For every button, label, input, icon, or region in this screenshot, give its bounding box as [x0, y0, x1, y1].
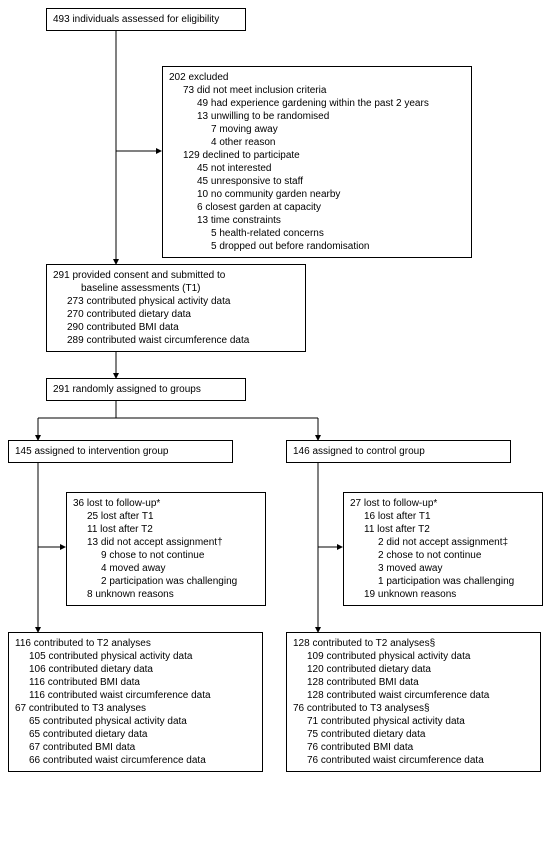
flow-text: 4 moved away: [101, 562, 259, 575]
flow-text: 19 unknown reasons: [364, 588, 536, 601]
flow-text: 1 participation was challenging: [378, 575, 536, 588]
flow-box-b5: 145 assigned to intervention group: [8, 440, 233, 463]
flow-text: 25 lost after T1: [87, 510, 259, 523]
flow-text: 2 chose to not continue: [378, 549, 536, 562]
flow-text: 128 contributed to T2 analyses§: [293, 637, 534, 650]
flow-text: 493 individuals assessed for eligibility: [53, 13, 239, 26]
flow-text: 9 chose to not continue: [101, 549, 259, 562]
flow-text: 106 contributed dietary data: [29, 663, 256, 676]
flow-text: 36 lost to follow-up*: [73, 497, 259, 510]
flow-text: 291 randomly assigned to groups: [53, 383, 239, 396]
flow-text: 7 moving away: [211, 123, 465, 136]
flow-text: 76 contributed to T3 analyses§: [293, 702, 534, 715]
flow-text: 5 health-related concerns: [211, 227, 465, 240]
flow-text: 75 contributed dietary data: [307, 728, 534, 741]
flow-text: 105 contributed physical activity data: [29, 650, 256, 663]
flow-box-b6: 146 assigned to control group: [286, 440, 511, 463]
flow-box-b2: 202 excluded73 did not meet inclusion cr…: [162, 66, 472, 258]
flow-text: 129 declined to participate: [183, 149, 465, 162]
flow-text: 116 contributed waist circumference data: [29, 689, 256, 702]
flow-text: 290 contributed BMI data: [67, 321, 299, 334]
flow-text: 76 contributed waist circumference data: [307, 754, 534, 767]
flow-text: 67 contributed to T3 analyses: [15, 702, 256, 715]
flowchart-container: 493 individuals assessed for eligibility…: [8, 8, 543, 846]
flow-text: 27 lost to follow-up*: [350, 497, 536, 510]
flow-text: 145 assigned to intervention group: [15, 445, 226, 458]
flow-text: 116 contributed to T2 analyses: [15, 637, 256, 650]
flow-text: 66 contributed waist circumference data: [29, 754, 256, 767]
flow-text: 73 did not meet inclusion criteria: [183, 84, 465, 97]
flow-text: 5 dropped out before randomisation: [211, 240, 465, 253]
flow-text: 45 not interested: [197, 162, 465, 175]
flow-box-b1: 493 individuals assessed for eligibility: [46, 8, 246, 31]
flow-text: 13 did not accept assignment†: [87, 536, 259, 549]
flow-box-b9: 116 contributed to T2 analyses105 contri…: [8, 632, 263, 772]
flow-box-b8: 27 lost to follow-up*16 lost after T111 …: [343, 492, 543, 606]
flow-text: 13 unwilling to be randomised: [197, 110, 465, 123]
flow-box-b4: 291 randomly assigned to groups: [46, 378, 246, 401]
flow-text: 128 contributed waist circumference data: [307, 689, 534, 702]
flow-box-b3: 291 provided consent and submitted tobas…: [46, 264, 306, 352]
flow-text: 45 unresponsive to staff: [197, 175, 465, 188]
flow-text: 67 contributed BMI data: [29, 741, 256, 754]
flow-box-b7: 36 lost to follow-up*25 lost after T111 …: [66, 492, 266, 606]
flow-text: 3 moved away: [378, 562, 536, 575]
flow-text: 120 contributed dietary data: [307, 663, 534, 676]
flow-text: 273 contributed physical activity data: [67, 295, 299, 308]
flow-text: 10 no community garden nearby: [197, 188, 465, 201]
flow-text: 13 time constraints: [197, 214, 465, 227]
flow-text: 6 closest garden at capacity: [197, 201, 465, 214]
flow-text: 4 other reason: [211, 136, 465, 149]
flow-text: 8 unknown reasons: [87, 588, 259, 601]
flow-text: 2 participation was challenging: [101, 575, 259, 588]
flow-text: 71 contributed physical activity data: [307, 715, 534, 728]
flow-text: 270 contributed dietary data: [67, 308, 299, 321]
flow-text: 49 had experience gardening within the p…: [197, 97, 465, 110]
flow-text: 65 contributed physical activity data: [29, 715, 256, 728]
flow-text: 291 provided consent and submitted to: [53, 269, 299, 282]
flow-text: 2 did not accept assignment‡: [378, 536, 536, 549]
flow-text: 128 contributed BMI data: [307, 676, 534, 689]
flow-text: baseline assessments (T1): [81, 282, 299, 295]
flow-text: 76 contributed BMI data: [307, 741, 534, 754]
flow-box-b10: 128 contributed to T2 analyses§109 contr…: [286, 632, 541, 772]
flow-text: 146 assigned to control group: [293, 445, 504, 458]
flow-text: 116 contributed BMI data: [29, 676, 256, 689]
flow-text: 16 lost after T1: [364, 510, 536, 523]
flow-text: 289 contributed waist circumference data: [67, 334, 299, 347]
flow-text: 11 lost after T2: [87, 523, 259, 536]
flow-text: 202 excluded: [169, 71, 465, 84]
flow-text: 65 contributed dietary data: [29, 728, 256, 741]
flow-text: 11 lost after T2: [364, 523, 536, 536]
flow-text: 109 contributed physical activity data: [307, 650, 534, 663]
